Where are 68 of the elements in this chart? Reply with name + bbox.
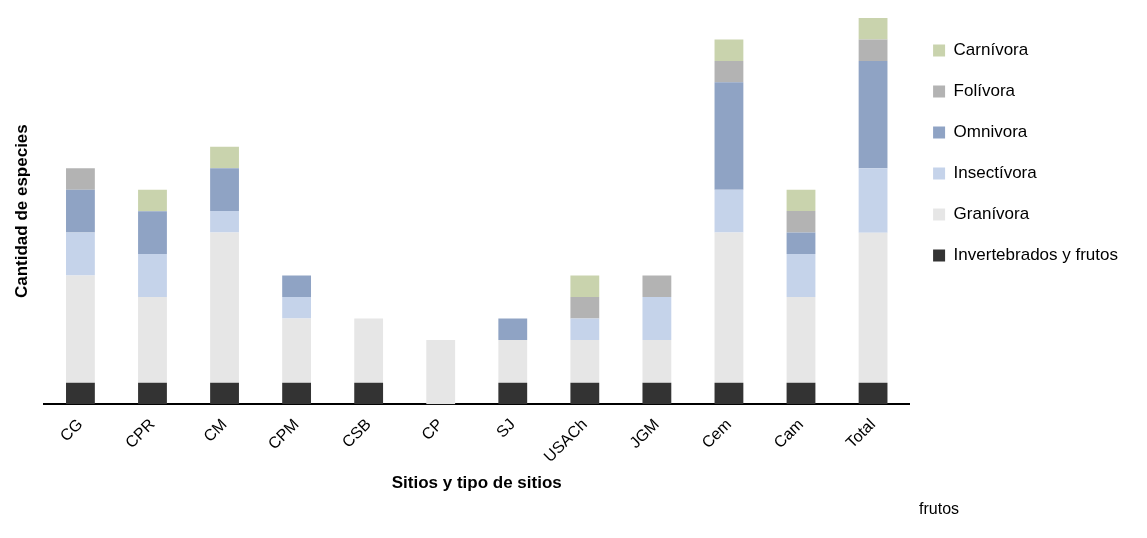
- bar: [858, 18, 888, 40]
- x-axis-title: Sitios y tipo de sitios: [391, 473, 562, 493]
- bar: [210, 146, 239, 169]
- x-tick-label: Cam: [770, 415, 807, 452]
- bar: [642, 275, 672, 297]
- text: frutos: [919, 500, 960, 518]
- bar: [858, 232, 888, 383]
- x-tick-label: CM: [200, 415, 230, 445]
- bar: [282, 275, 312, 297]
- bar: [858, 60, 888, 169]
- bar: [354, 318, 384, 383]
- legend-label: Omnivora: [953, 122, 1028, 142]
- bar: [714, 232, 744, 383]
- bar: [138, 189, 167, 212]
- bar: [498, 382, 528, 405]
- bar: [786, 382, 816, 405]
- bar: [282, 296, 312, 319]
- x-tick-label: Cem: [698, 415, 735, 452]
- bar: [138, 382, 167, 405]
- bar: [642, 382, 672, 405]
- bar: [786, 189, 816, 212]
- bar: [858, 168, 888, 233]
- bar: [66, 232, 95, 276]
- bar: [642, 296, 672, 340]
- bar: [210, 168, 239, 212]
- bar: [498, 339, 528, 383]
- bar: [210, 211, 239, 233]
- x-tick-label: CP: [418, 415, 446, 444]
- bar: [570, 275, 600, 297]
- x-tick-label: SJ: [492, 415, 519, 441]
- bar: [66, 275, 95, 383]
- bar: [426, 339, 456, 405]
- bar: [570, 296, 600, 319]
- bar: [714, 82, 744, 190]
- bar: [66, 168, 95, 190]
- x-tick-label: CSB: [338, 415, 374, 451]
- bar: [138, 211, 167, 255]
- bar: [714, 189, 744, 233]
- bar: [138, 296, 167, 383]
- bar: [858, 39, 888, 61]
- bar: [282, 318, 312, 383]
- legend-label: Granívora: [953, 204, 1030, 224]
- legend-label: Insectívora: [953, 163, 1038, 183]
- bar: [714, 60, 744, 83]
- bar: [642, 339, 672, 383]
- legend-label: Folívora: [953, 81, 1016, 101]
- bar: [786, 232, 816, 255]
- legend-label: Invertebrados y frutos: [953, 245, 1119, 265]
- bar: [714, 382, 744, 405]
- bar: [714, 39, 744, 61]
- bar: [498, 318, 528, 340]
- bar: [570, 382, 600, 405]
- bar: [66, 382, 95, 405]
- bar: [786, 211, 816, 233]
- bar: [858, 382, 888, 405]
- bar: [210, 232, 239, 383]
- bar: [354, 382, 384, 405]
- bar: [210, 382, 239, 405]
- x-tick-label: CG: [56, 415, 86, 445]
- bar: [570, 339, 600, 383]
- bar: [786, 254, 816, 297]
- bar: [786, 296, 816, 383]
- bar: [282, 382, 312, 405]
- bar: [66, 189, 95, 233]
- y-axis-title: Cantidad de especies: [11, 124, 31, 299]
- bar: [570, 318, 600, 340]
- bar: [138, 254, 167, 297]
- legend-label: Carnívora: [953, 40, 1029, 60]
